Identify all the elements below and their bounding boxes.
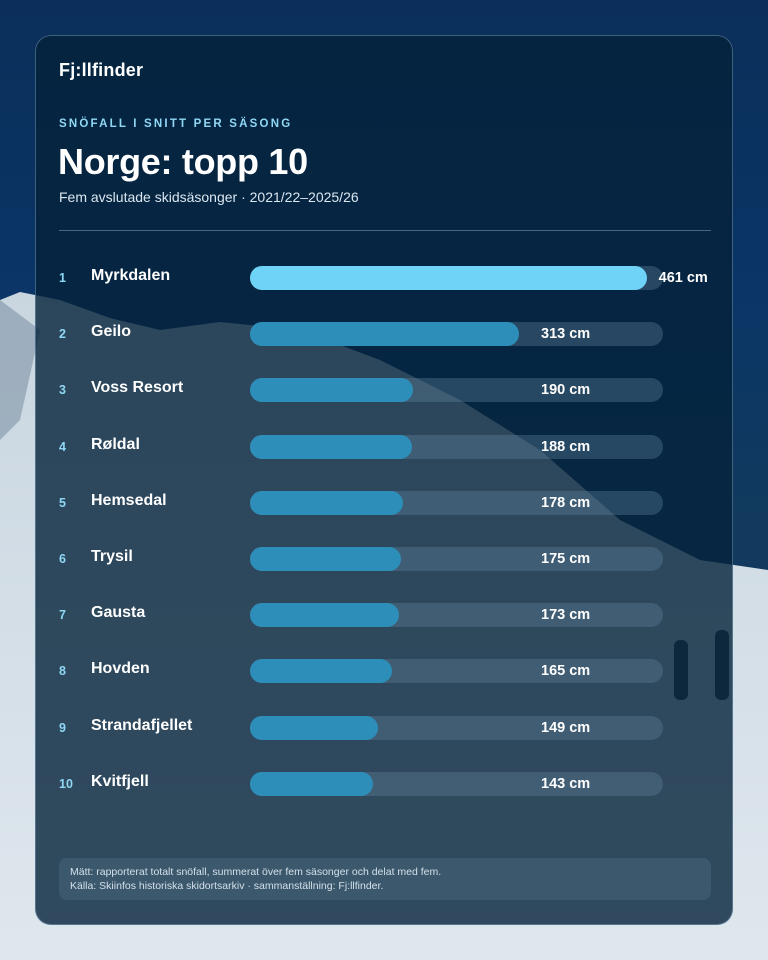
chart-row: 10 Kvitfjell 143 cm bbox=[36, 771, 734, 796]
chart-row: 9 Strandafjellet 149 cm bbox=[36, 715, 734, 740]
bar-track bbox=[250, 603, 663, 628]
category-label: Hovden bbox=[91, 660, 150, 678]
chart-row: 8 Hovden 165 cm bbox=[36, 659, 734, 684]
rank-label: 2 bbox=[59, 327, 66, 342]
bar-chart: 1 Myrkdalen 461 cm 2 Geilo 313 cm 3 Voss Resort… bbox=[36, 266, 734, 826]
chart-row: 3 Voss Resort 190 cm bbox=[36, 378, 734, 403]
bar bbox=[250, 603, 399, 628]
category-label: Gausta bbox=[91, 604, 146, 622]
rank-label: 1 bbox=[59, 271, 66, 285]
chart-row: 2 Geilo 313 cm bbox=[36, 322, 734, 347]
bar bbox=[250, 659, 392, 684]
infographic-card: Fj:llfinder SNÖFALL I SNITT PER SÄSONG N… bbox=[35, 35, 733, 925]
bar-track bbox=[250, 434, 663, 459]
rank-label: 9 bbox=[59, 720, 66, 735]
rank-label: 8 bbox=[59, 664, 66, 679]
bar-track bbox=[250, 659, 663, 684]
chart-title: Norge: topp 10 bbox=[58, 141, 308, 182]
rank-label: 5 bbox=[59, 495, 66, 510]
brand-logo: Fj:llfinder bbox=[59, 60, 144, 80]
category-label: Voss Resort bbox=[91, 379, 184, 397]
category-label: Strandafjellet bbox=[91, 716, 193, 734]
bar-track bbox=[250, 378, 663, 403]
category-label: Kvitfjell bbox=[91, 772, 149, 790]
kicker-label: SNÖFALL I SNITT PER SÄSONG bbox=[59, 118, 293, 130]
chart-row: 1 Myrkdalen 461 cm bbox=[36, 266, 734, 290]
rank-label: 4 bbox=[59, 439, 66, 454]
category-label: Hemsedal bbox=[91, 491, 167, 509]
value-label: 178 cm bbox=[541, 494, 591, 511]
value-label: 175 cm bbox=[541, 551, 591, 567]
bar-track bbox=[250, 322, 663, 347]
bar bbox=[250, 490, 404, 515]
value-label: 188 cm bbox=[541, 438, 591, 455]
bar-track bbox=[250, 715, 663, 740]
header-divider bbox=[59, 230, 711, 231]
bar-track bbox=[250, 490, 663, 515]
footnote-box: Mätt: rapporterat totalt snöfall, summer… bbox=[59, 858, 711, 900]
chart-subtitle: Fem avslutade skidsäsonger · 2021/22–202… bbox=[59, 189, 359, 205]
value-label: 461 cm bbox=[658, 270, 708, 286]
category-label: Geilo bbox=[91, 323, 132, 341]
rank-label: 7 bbox=[59, 608, 66, 623]
bar bbox=[250, 547, 401, 571]
value-label: 173 cm bbox=[541, 607, 591, 624]
value-label: 165 cm bbox=[541, 663, 591, 680]
chart-row: 6 Trysil 175 cm bbox=[36, 547, 734, 571]
rank-label: 6 bbox=[59, 552, 66, 566]
footnote-method: Mätt: rapporterat totalt snöfall, summer… bbox=[70, 866, 442, 878]
category-label: Myrkdalen bbox=[91, 267, 171, 284]
bar bbox=[250, 378, 414, 403]
bar-track bbox=[250, 547, 663, 571]
value-label: 190 cm bbox=[541, 382, 591, 399]
bar-track bbox=[250, 266, 663, 290]
bar bbox=[250, 434, 412, 459]
bar bbox=[250, 715, 379, 740]
value-label: 149 cm bbox=[541, 719, 591, 736]
rank-label: 10 bbox=[59, 776, 73, 791]
bar bbox=[250, 771, 374, 796]
value-label: 313 cm bbox=[541, 326, 591, 343]
chart-row: 5 Hemsedal 178 cm bbox=[36, 490, 734, 515]
rank-label: 3 bbox=[59, 383, 66, 398]
category-label: Røldal bbox=[91, 435, 140, 453]
footnote-source: Källa: Skiinfos historiska skidortsarkiv… bbox=[70, 880, 384, 892]
bar bbox=[250, 322, 520, 347]
bar-track bbox=[250, 771, 663, 796]
category-label: Trysil bbox=[91, 548, 133, 565]
value-label: 143 cm bbox=[541, 775, 591, 792]
bar bbox=[250, 266, 647, 290]
chart-row: 7 Gausta 173 cm bbox=[36, 603, 734, 628]
chart-row: 4 Røldal 188 cm bbox=[36, 434, 734, 459]
